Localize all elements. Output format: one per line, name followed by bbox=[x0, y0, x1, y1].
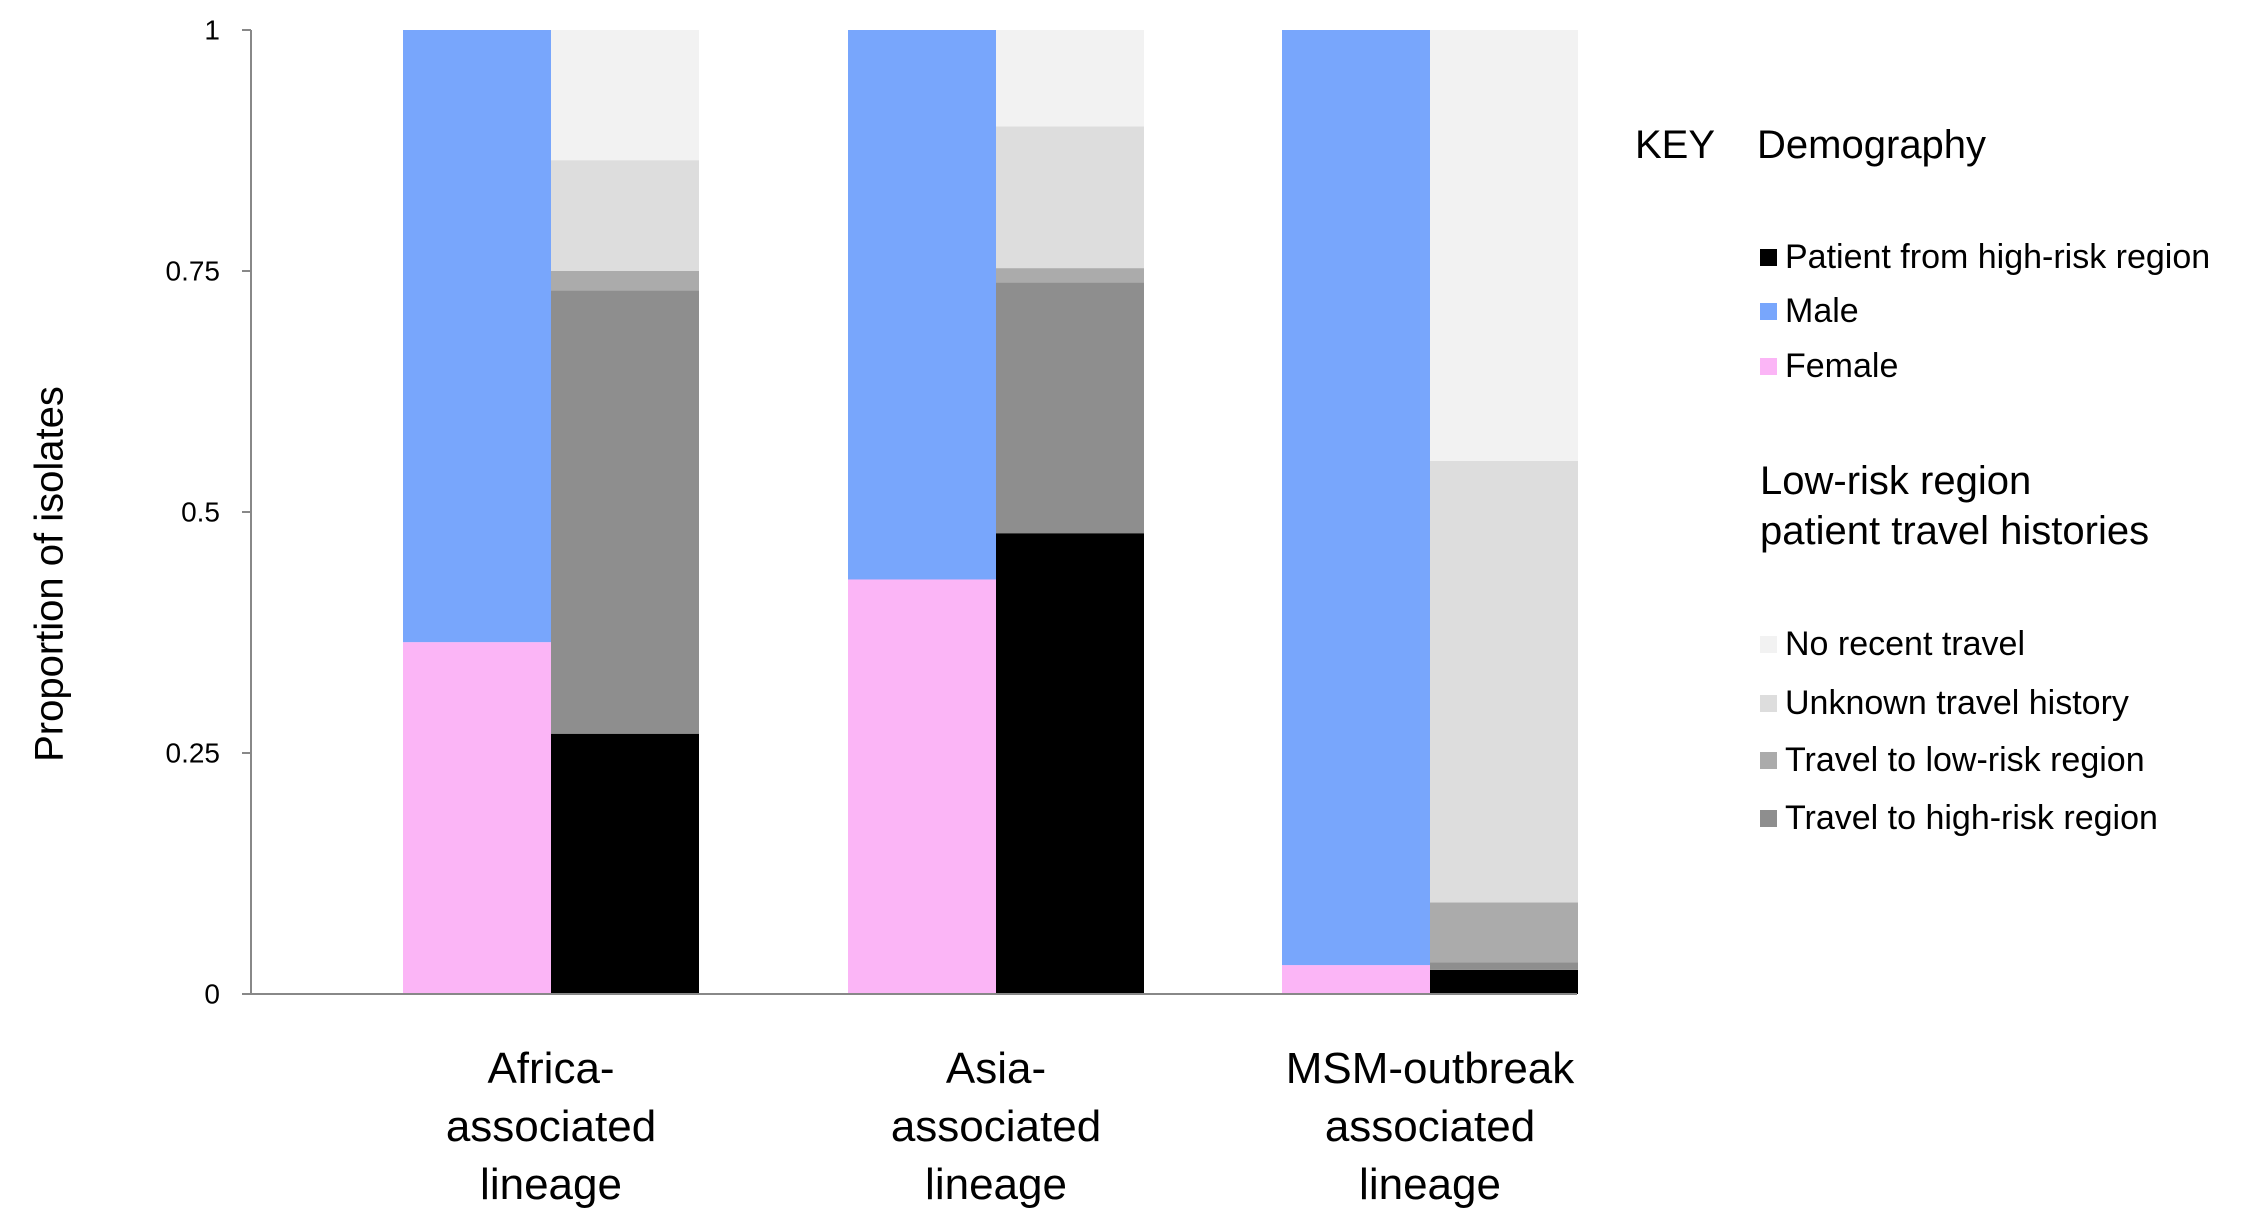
bar-segment-patient-from-high-risk-region bbox=[996, 533, 1144, 994]
x-category-label-line: lineage bbox=[1359, 1160, 1501, 1209]
y-tick-label: 0.75 bbox=[166, 256, 221, 287]
bar-segment-female bbox=[403, 642, 551, 994]
y-axis-title: Proportion of isolates bbox=[27, 386, 72, 762]
legend-item-patient-high-risk: Patient from high-risk region bbox=[1760, 237, 2210, 277]
x-category-label-line: Africa- bbox=[487, 1044, 614, 1093]
legend-item-male: Male bbox=[1760, 291, 1859, 331]
legend-swatch bbox=[1760, 248, 1777, 266]
legend-swatch bbox=[1760, 809, 1777, 827]
legend-item-travel-low-risk: Travel to low-risk region bbox=[1760, 740, 2145, 780]
bar-segment-travel-to-high-risk-region bbox=[996, 282, 1144, 534]
x-category-label: MSM-outbreak associated lineage bbox=[1286, 1044, 1576, 1209]
legend-swatch bbox=[1760, 694, 1777, 712]
legend-item-no-recent-travel: No recent travel bbox=[1760, 624, 2025, 664]
bar-segment-unknown-travel-history bbox=[1430, 460, 1578, 903]
y-tick-label: 0.5 bbox=[181, 497, 220, 528]
y-tick-label: 0 bbox=[204, 979, 220, 1010]
legend-travel-title-line1: Low-risk region bbox=[1760, 459, 2032, 503]
y-ticks-layer: 0 0.25 0.5 0.75 1 bbox=[166, 15, 251, 1010]
legend-swatch bbox=[1760, 357, 1777, 375]
bar-segment-no-recent-travel bbox=[1430, 30, 1578, 461]
bar-segment-unknown-travel-history bbox=[551, 160, 699, 271]
bar-segment-no-recent-travel bbox=[996, 30, 1144, 127]
legend-item-female: Female bbox=[1760, 346, 1898, 386]
legend-item-label: Travel to low-risk region bbox=[1785, 740, 2145, 779]
bar-segment-travel-to-low-risk-region bbox=[996, 268, 1144, 283]
legend-travel-title-line2: patient travel histories bbox=[1760, 509, 2150, 553]
legend-item-label: Unknown travel history bbox=[1785, 683, 2129, 722]
x-labels-layer: Africa-associated lineage Asia-associated l… bbox=[446, 1044, 1575, 1209]
bar-segment-patient-from-high-risk-region bbox=[551, 733, 699, 994]
bar-segment-male bbox=[1282, 30, 1430, 966]
bars-layer bbox=[403, 30, 1578, 994]
x-category-label-line: associated bbox=[1325, 1102, 1535, 1151]
legend-swatch bbox=[1760, 635, 1777, 653]
bar-segment-male bbox=[848, 30, 996, 580]
x-category-label-line: associated bbox=[891, 1102, 1101, 1151]
x-category-label-line: lineage bbox=[925, 1160, 1067, 1209]
legend-item-label: Female bbox=[1785, 346, 1899, 385]
bar-segment-patient-from-high-risk-region bbox=[1430, 969, 1578, 994]
bar-segment-male bbox=[403, 30, 551, 643]
legend-key-label: KEY bbox=[1635, 123, 1716, 167]
bar-segment-travel-to-high-risk-region bbox=[551, 290, 699, 734]
legend-swatch bbox=[1760, 302, 1777, 320]
y-tick-label: 0.25 bbox=[166, 738, 221, 769]
x-category-label-line: Asia- bbox=[946, 1044, 1046, 1093]
bar-segment-travel-to-high-risk-region bbox=[1430, 962, 1578, 970]
legend-demography-title: Demography bbox=[1757, 123, 1987, 167]
legend-key-heading: KEY Demography bbox=[1635, 123, 1986, 168]
bar-segment-travel-to-low-risk-region bbox=[1430, 902, 1578, 963]
x-category-label-line: lineage bbox=[480, 1160, 622, 1209]
x-category-label-line: associated bbox=[446, 1102, 656, 1151]
legend-item-label: Patient from high-risk region bbox=[1785, 237, 2211, 276]
bar-segment-female bbox=[848, 579, 996, 994]
bar-segment-female bbox=[1282, 965, 1430, 994]
bar-segment-no-recent-travel bbox=[551, 30, 699, 161]
bar-segment-travel-to-low-risk-region bbox=[551, 271, 699, 291]
legend-item-label: Travel to high-risk region bbox=[1785, 798, 2158, 837]
x-category-label: Africa-associated lineage bbox=[446, 1044, 656, 1209]
legend-item-travel-high-risk: Travel to high-risk region bbox=[1760, 798, 2158, 838]
legend-item-unknown-travel: Unknown travel history bbox=[1760, 683, 2129, 723]
bar-segment-unknown-travel-history bbox=[996, 126, 1144, 269]
y-tick-label: 1 bbox=[204, 15, 220, 46]
legend-item-label: No recent travel bbox=[1785, 624, 2025, 663]
x-category-label-line: MSM-outbreak bbox=[1286, 1044, 1576, 1093]
legend-swatch bbox=[1760, 751, 1777, 769]
legend-item-label: Male bbox=[1785, 291, 1859, 330]
x-category-label: Asia-associated lineage bbox=[891, 1044, 1101, 1209]
